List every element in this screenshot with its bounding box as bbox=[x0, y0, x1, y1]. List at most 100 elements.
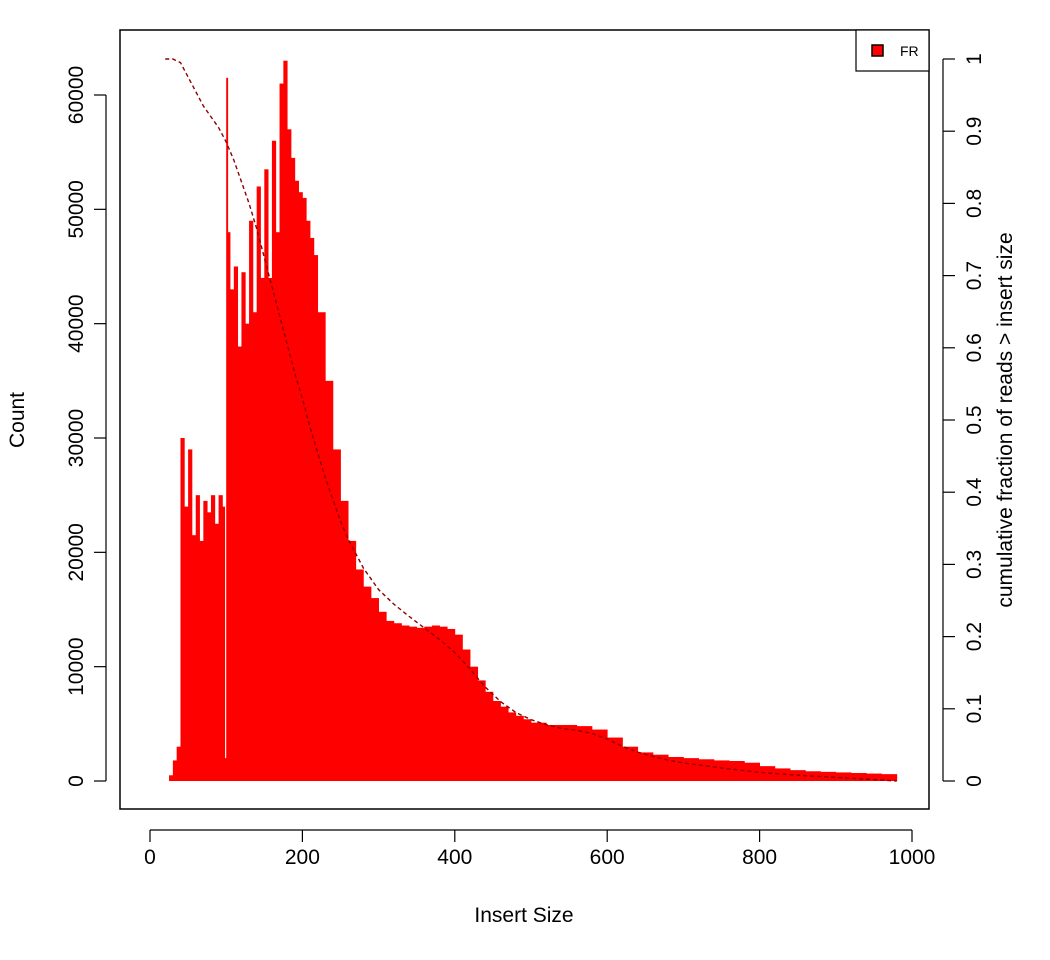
histogram-bar bbox=[698, 759, 715, 781]
x-tick-label: 600 bbox=[590, 846, 625, 869]
histogram-bar bbox=[317, 312, 326, 781]
histogram-bar bbox=[683, 758, 700, 781]
histogram-bar bbox=[508, 712, 517, 781]
histogram-bar bbox=[252, 312, 258, 781]
histogram-bar bbox=[652, 754, 669, 781]
histogram-bar bbox=[591, 729, 608, 781]
y-axis-title: Count bbox=[6, 392, 29, 448]
y2-tick-label: 1 bbox=[963, 53, 986, 65]
histogram-bar bbox=[393, 623, 402, 781]
histogram-bar bbox=[169, 775, 174, 781]
legend-label-fr: FR bbox=[900, 43, 919, 59]
histogram-bar bbox=[729, 760, 745, 781]
x-axis: 0 200 400 600 800 1000 bbox=[144, 829, 936, 869]
y-tick-label: 20000 bbox=[65, 523, 88, 581]
x-tick-label: 1000 bbox=[889, 846, 936, 869]
histogram-bar bbox=[227, 232, 231, 781]
histogram-bar bbox=[851, 773, 867, 781]
cumulative-line-group bbox=[165, 58, 897, 782]
y-tick-label: 40000 bbox=[65, 294, 88, 352]
histogram-bar bbox=[218, 495, 223, 781]
histogram-bar bbox=[713, 760, 730, 781]
histogram-bar bbox=[622, 746, 639, 781]
y2-tick-label: 0 bbox=[963, 775, 986, 787]
histogram-bar bbox=[249, 220, 254, 781]
legend-box bbox=[855, 29, 930, 72]
histogram-bar bbox=[271, 140, 277, 782]
histogram-bar bbox=[866, 773, 882, 781]
histogram-bar bbox=[283, 60, 288, 781]
histogram-bar bbox=[439, 626, 448, 781]
y-tick-label: 0 bbox=[65, 775, 88, 787]
histogram-bar bbox=[224, 758, 227, 781]
histogram-bar bbox=[409, 626, 418, 781]
histogram-bar bbox=[523, 719, 532, 781]
y-axis-right: 0 0.1 0.2 0.3 0.4 0.5 0.6 0.7 0.8 0.9 1 bbox=[942, 53, 986, 787]
histogram-bar bbox=[279, 83, 284, 781]
histogram-bar bbox=[744, 762, 760, 781]
y2-tick-label: 0.5 bbox=[963, 405, 986, 434]
histogram-bar bbox=[287, 129, 292, 782]
x-tick-label: 200 bbox=[285, 846, 320, 869]
histogram-bar bbox=[424, 626, 433, 781]
y2-tick-label: 0.7 bbox=[963, 261, 986, 290]
y2-tick-label: 0.9 bbox=[963, 117, 986, 146]
histogram-bar bbox=[264, 169, 269, 781]
y-axis-left: 0 10000 20000 30000 40000 50000 60000 bbox=[65, 66, 107, 787]
histogram-bar bbox=[184, 506, 189, 781]
histogram-bar bbox=[477, 680, 486, 781]
histogram-bar bbox=[290, 157, 296, 781]
y-tick-label: 10000 bbox=[65, 637, 88, 695]
histogram-bar bbox=[275, 232, 280, 781]
histogram-bar bbox=[176, 746, 181, 781]
histogram-bar bbox=[576, 726, 593, 781]
y-tick-label: 30000 bbox=[65, 409, 88, 467]
histogram-bar bbox=[431, 625, 440, 781]
histogram-bar bbox=[355, 569, 364, 781]
histogram-bar bbox=[241, 272, 246, 781]
histogram-bar bbox=[637, 752, 654, 781]
histogram-bar bbox=[310, 237, 315, 782]
histogram-bar bbox=[172, 760, 178, 781]
y2-tick-label: 0.2 bbox=[963, 622, 986, 651]
histogram-bar bbox=[302, 197, 307, 781]
histogram-bar bbox=[820, 771, 837, 781]
histogram-bar bbox=[416, 627, 425, 781]
histogram-bar bbox=[561, 724, 578, 781]
histogram-bar bbox=[454, 634, 463, 781]
histogram-bar bbox=[531, 722, 547, 781]
histogram-bar bbox=[462, 649, 471, 781]
histogram-bar bbox=[332, 449, 341, 781]
histogram-bar bbox=[207, 512, 212, 781]
histogram-bar bbox=[546, 724, 562, 781]
y2-tick-label: 0.8 bbox=[963, 189, 986, 218]
histogram-bar bbox=[203, 500, 208, 781]
histogram-bar bbox=[298, 192, 303, 781]
histogram-bar bbox=[214, 523, 219, 781]
histogram-bar bbox=[230, 289, 235, 781]
histogram-bar bbox=[447, 628, 456, 781]
plot-frame bbox=[119, 29, 930, 810]
x-tick-label: 800 bbox=[742, 846, 777, 869]
histogram-bar bbox=[386, 620, 395, 781]
histogram-bar bbox=[363, 586, 372, 781]
histogram-bar bbox=[294, 180, 299, 781]
x-tick-label: 400 bbox=[437, 846, 472, 869]
y2-tick-label: 0.1 bbox=[963, 694, 986, 723]
histogram-bar bbox=[835, 772, 852, 781]
histogram-bar bbox=[188, 449, 193, 781]
histogram-bar bbox=[260, 277, 265, 781]
histogram-bar bbox=[348, 540, 357, 781]
histogram-bar bbox=[470, 666, 479, 781]
histogram-bar bbox=[313, 255, 319, 781]
histogram-bar bbox=[256, 186, 261, 782]
y2-tick-label: 0.3 bbox=[963, 550, 986, 579]
histogram-bar bbox=[485, 691, 494, 781]
legend-swatch-fr bbox=[871, 44, 884, 57]
histogram-bar bbox=[226, 77, 229, 782]
y2-axis-title: cumulative fraction of reads > insert si… bbox=[994, 232, 1017, 607]
histogram-bar bbox=[492, 700, 501, 781]
histogram-bar bbox=[500, 706, 509, 781]
y-tick-label: 60000 bbox=[65, 66, 88, 124]
